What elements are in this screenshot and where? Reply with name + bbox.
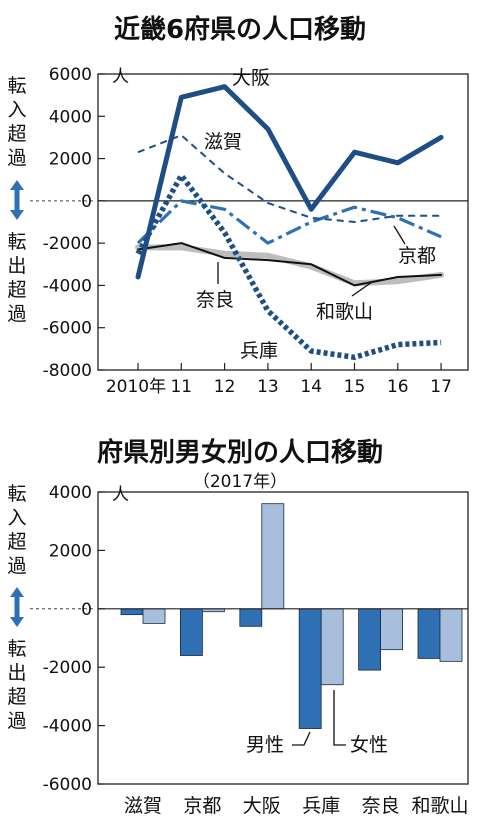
x-category-label: 兵庫	[302, 795, 340, 817]
x-category-label: 京都	[183, 795, 221, 817]
legend-female-leader	[333, 690, 346, 746]
bar-male	[120, 608, 144, 616]
series-label: 兵庫	[240, 340, 278, 362]
y-tick-label: -6000	[43, 319, 92, 339]
x-tick-label: 14	[300, 377, 322, 397]
legend-female-label: 女性	[350, 734, 388, 756]
inflow-label-char: 超	[7, 531, 26, 553]
outflow-label-char: 出	[7, 662, 26, 684]
x-tick-label: 12	[214, 377, 236, 397]
y-tick-label: -6000	[43, 775, 92, 795]
y-tick-label: 0	[81, 192, 92, 212]
y-tick-label: 4000	[49, 107, 92, 127]
inflow-label-char: 過	[7, 555, 26, 577]
series-label: 滋賀	[204, 131, 242, 153]
bar-female	[142, 608, 166, 624]
outflow-label-char: 転	[7, 231, 26, 253]
y-tick-label: 2000	[49, 541, 92, 561]
y-tick-label: -4000	[43, 276, 92, 296]
series-line-3	[136, 199, 442, 245]
outflow-label-char: 転	[7, 638, 26, 660]
bar-chart-bars	[98, 503, 468, 729]
bar-female	[380, 608, 404, 651]
x-tick-label: 17	[430, 377, 452, 397]
bar-chart-frame	[30, 491, 469, 785]
inflow-label-char: 入	[7, 507, 26, 529]
line-chart-frame	[30, 73, 469, 371]
bar-female	[439, 608, 463, 662]
legend-male-label: 男性	[246, 734, 284, 756]
series-label: 京都	[398, 245, 436, 267]
series-line-2	[137, 134, 442, 223]
y-unit-label: 人	[112, 485, 129, 505]
series-label: 和歌山	[316, 301, 373, 323]
outflow-label-char: 過	[7, 303, 26, 325]
line-chart-series	[135, 84, 445, 361]
y-unit-label: 人	[112, 67, 129, 87]
y-tick-label: 2000	[49, 150, 92, 170]
x-category-label: 奈良	[362, 795, 400, 817]
outflow-label-char: 超	[7, 279, 26, 301]
x-tick-label: 16	[387, 377, 409, 397]
series-line-1	[135, 84, 444, 280]
up-arrow-icon	[10, 180, 24, 190]
x-category-label: 和歌山	[411, 795, 468, 817]
bar-chart-legend: 男性 女性	[246, 690, 388, 756]
bar-chart-axes: 4000 2000 0 -2000 -4000 -6000 人滋賀 京都 大阪 兵庫 奈良 和歌山	[43, 483, 469, 817]
bar-male	[358, 608, 382, 671]
inflow-label-char: 転	[7, 483, 26, 505]
down-arrow-icon	[10, 210, 24, 220]
y-tick-label: -8000	[43, 361, 92, 381]
x-category-label: 大阪	[243, 795, 281, 817]
y-tick-label: 0	[81, 600, 92, 620]
bar-chart-subtitle: （2017年）	[193, 472, 287, 492]
inflow-label-char: 転	[7, 75, 26, 97]
bar-male	[417, 608, 441, 659]
down-arrow-icon	[10, 617, 24, 627]
series-line-5	[137, 242, 443, 287]
series-label-leader	[351, 281, 373, 297]
bar-male	[179, 608, 203, 656]
inflow-label-char: 超	[7, 123, 26, 145]
y-tick-label: -2000	[43, 234, 92, 254]
series-label-leader	[393, 225, 406, 245]
x-tick-label: 13	[257, 377, 279, 397]
y-tick-label: -4000	[43, 717, 92, 737]
bar-chart-title: 府県別男女別の人口移動	[97, 437, 383, 468]
bar-plot-border	[97, 491, 469, 785]
line-chart-title: 近畿6府県の人口移動	[114, 14, 366, 45]
series-label: 大阪	[232, 67, 270, 89]
inflow-label-char: 過	[7, 147, 26, 169]
series-label: 奈良	[196, 289, 234, 311]
x-tick-label: 2010年	[106, 377, 166, 397]
outflow-label-char: 出	[7, 255, 26, 277]
y-tick-label: 4000	[49, 483, 92, 503]
series-line-6	[135, 244, 445, 287]
series-line-4	[135, 172, 442, 361]
x-tick-label: 11	[170, 377, 192, 397]
bar-male	[239, 608, 263, 627]
outflow-label-char: 過	[7, 710, 26, 732]
line-plot-border	[97, 73, 469, 371]
bar-male	[298, 608, 322, 729]
outflow-label-char: 超	[7, 686, 26, 708]
bar-female	[261, 503, 285, 610]
up-arrow-icon	[10, 587, 24, 597]
y-tick-label: 6000	[49, 65, 92, 85]
x-tick-label: 15	[344, 377, 366, 397]
inflow-label-char: 入	[7, 99, 26, 121]
bar-female	[320, 608, 344, 686]
legend-male-leader	[292, 731, 311, 746]
x-category-label: 滋賀	[124, 795, 162, 817]
y-tick-label: -2000	[43, 658, 92, 678]
